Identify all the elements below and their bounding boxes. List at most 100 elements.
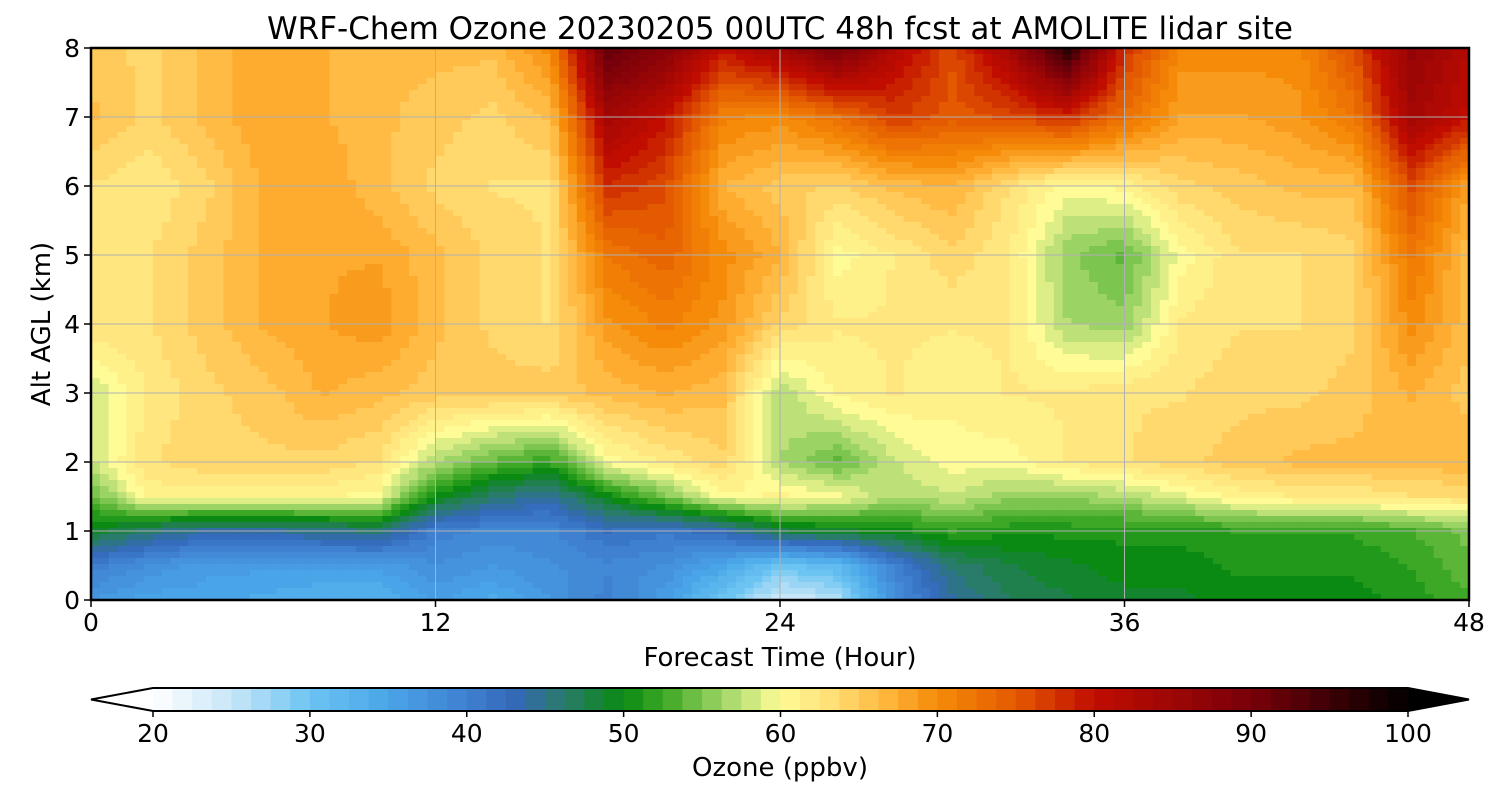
heatmap-cell — [1230, 204, 1240, 211]
heatmap-cell — [841, 78, 852, 85]
heatmap-cell — [1177, 78, 1187, 85]
heatmap-cell — [559, 222, 569, 229]
heatmap-cell — [373, 168, 384, 175]
heatmap-cell — [1389, 234, 1399, 241]
heatmap-cell — [992, 150, 1002, 157]
heatmap-cell — [417, 108, 428, 115]
heatmap-cell — [886, 90, 896, 97]
heatmap-cell — [1433, 234, 1444, 241]
heatmap-cell — [1380, 102, 1391, 109]
heatmap-cell — [241, 132, 251, 139]
heatmap-cell — [797, 192, 808, 199]
heatmap-cell — [91, 84, 101, 91]
heatmap-cell — [250, 174, 260, 181]
heatmap-cell — [1036, 210, 1046, 217]
heatmap-cell — [1053, 120, 1064, 127]
heatmap-cell — [1265, 150, 1276, 157]
heatmap-cell — [629, 138, 640, 145]
heatmap-cell — [400, 132, 410, 139]
heatmap-cell — [135, 150, 145, 157]
heatmap-cell — [559, 102, 569, 109]
heatmap-cell — [744, 102, 755, 109]
heatmap-cell — [400, 66, 410, 73]
heatmap-area — [91, 48, 1469, 600]
heatmap-cell — [930, 150, 940, 157]
heatmap-cell — [117, 156, 127, 163]
heatmap-cell — [806, 90, 816, 97]
heatmap-cell — [135, 180, 145, 187]
heatmap-cell — [965, 120, 975, 127]
heatmap-cell — [629, 216, 640, 223]
heatmap-cell — [956, 234, 967, 241]
heatmap-cell — [1062, 222, 1073, 229]
heatmap-cell — [974, 96, 984, 103]
heatmap-cell — [1009, 192, 1020, 199]
heatmap-cell — [382, 48, 392, 55]
heatmap-cell — [541, 144, 551, 151]
heatmap-cell — [373, 138, 384, 145]
heatmap-cell — [1327, 222, 1338, 229]
heatmap-cell — [126, 90, 136, 97]
heatmap-cell — [1186, 222, 1196, 229]
heatmap-cell — [1283, 180, 1293, 187]
heatmap-cell — [947, 102, 958, 109]
heatmap-cell — [912, 72, 922, 79]
heatmap-cell — [594, 138, 604, 145]
heatmap-cell — [453, 78, 463, 85]
heatmap-cell — [532, 138, 543, 145]
heatmap-cell — [462, 204, 472, 211]
heatmap-cell — [532, 102, 543, 109]
heatmap-cell — [1398, 96, 1408, 103]
heatmap-cell — [453, 132, 463, 139]
heatmap-cell — [585, 138, 596, 145]
heatmap-cell — [214, 204, 225, 211]
heatmap-cell — [523, 144, 534, 151]
heatmap-cell — [294, 180, 304, 187]
heatmap-cell — [1009, 204, 1020, 211]
heatmap-cell — [718, 156, 728, 163]
heatmap-cell — [1159, 72, 1170, 79]
heatmap-cell — [417, 102, 428, 109]
heatmap-cell — [391, 174, 401, 181]
heatmap-cell — [1053, 102, 1064, 109]
heatmap-cell — [974, 102, 984, 109]
heatmap-cell — [426, 102, 437, 109]
heatmap-cell — [1168, 198, 1179, 205]
heatmap-cell — [638, 156, 649, 163]
heatmap-cell — [488, 234, 498, 241]
heatmap-cell — [1186, 228, 1196, 235]
heatmap-cell — [585, 144, 596, 151]
heatmap-cell — [250, 48, 260, 55]
heatmap-cell — [1248, 204, 1258, 211]
heatmap-cell — [497, 102, 507, 109]
heatmap-cell — [956, 174, 967, 181]
heatmap-cell — [1442, 156, 1452, 163]
heatmap-cell — [815, 120, 825, 127]
heatmap-cell — [391, 144, 401, 151]
heatmap-cell — [1460, 108, 1469, 115]
heatmap-cell — [1159, 102, 1170, 109]
heatmap-cell — [382, 72, 392, 79]
heatmap-cell — [965, 126, 975, 133]
heatmap-cell — [391, 180, 401, 187]
heatmap-cell — [1195, 156, 1205, 163]
heatmap-cell — [1168, 186, 1179, 193]
heatmap-cell — [894, 126, 905, 133]
heatmap-cell — [232, 132, 242, 139]
heatmap-cell — [1283, 102, 1293, 109]
heatmap-cell — [939, 84, 949, 91]
heatmap-cell — [559, 96, 569, 103]
heatmap-cell — [1124, 228, 1134, 235]
heatmap-cell — [417, 216, 428, 223]
heatmap-cell — [250, 186, 260, 193]
heatmap-cell — [1318, 84, 1329, 91]
heatmap-cell — [479, 168, 490, 175]
heatmap-cell — [1389, 132, 1399, 139]
heatmap-cell — [709, 174, 719, 181]
heatmap-cell — [1460, 132, 1469, 139]
heatmap-cell — [612, 72, 622, 79]
heatmap-cell — [674, 156, 684, 163]
heatmap-cell — [117, 228, 127, 235]
heatmap-cell — [559, 210, 569, 217]
heatmap-cell — [780, 228, 790, 235]
